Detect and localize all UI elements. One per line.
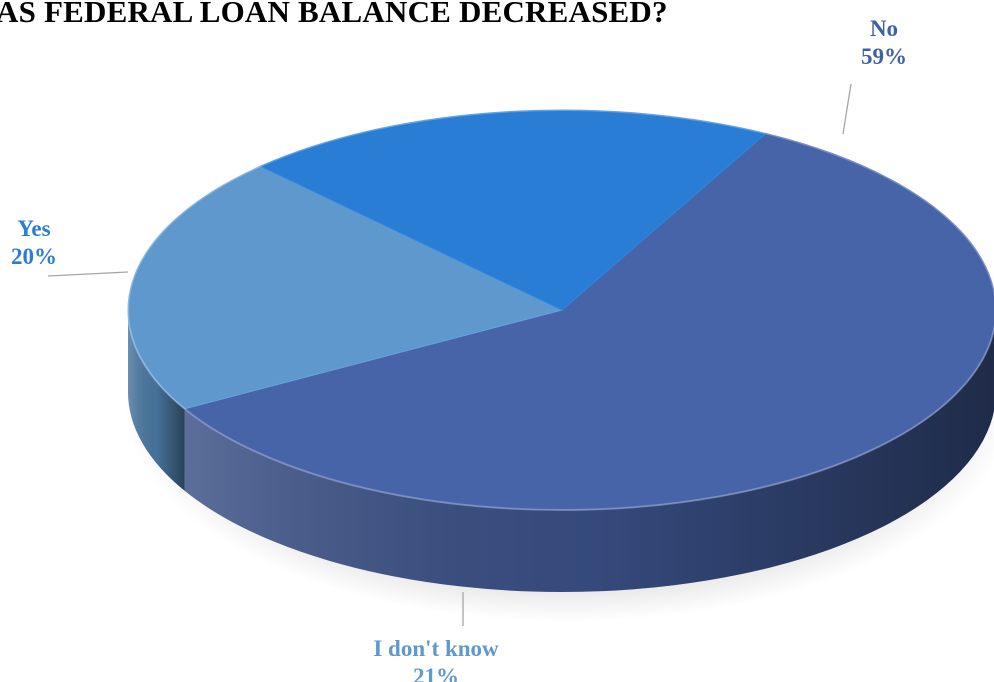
leader-line — [47, 271, 129, 277]
chart-title: AS FEDERAL LOAN BALANCE DECREASED? — [0, 0, 668, 29]
pie-slice-no — [183, 132, 994, 511]
slice-label: I don't know — [373, 636, 499, 661]
slice-label: Yes — [17, 216, 50, 241]
pie-slice-yes — [259, 109, 767, 311]
slice-label: No — [870, 16, 898, 41]
leader-line — [842, 83, 852, 135]
slice-value-label: 20% — [11, 244, 57, 269]
pie-slice-side-shade — [184, 328, 994, 592]
slice-value-label: 21% — [413, 664, 459, 682]
pie-slice-i-don-t-know — [127, 165, 564, 410]
slice-value-label: 59% — [861, 44, 907, 69]
pie-slice-side-shade — [128, 310, 185, 491]
